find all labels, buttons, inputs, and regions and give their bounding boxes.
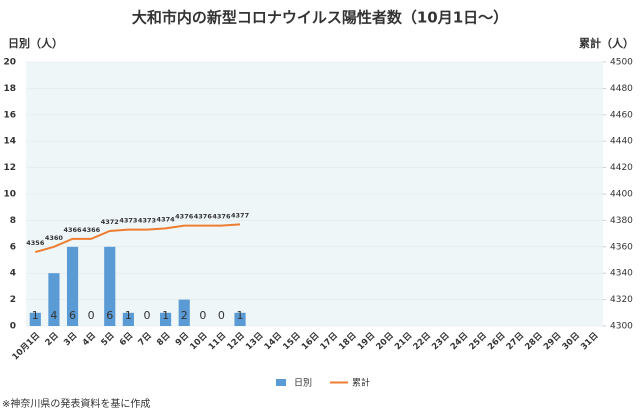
legend-swatch: [276, 379, 286, 386]
bar-label: 0: [88, 309, 95, 322]
y-tick-label: 14: [3, 137, 16, 147]
line-label: 4356: [26, 239, 45, 247]
line-label: 4376: [212, 213, 231, 221]
x-tick-label: 21日: [393, 331, 414, 352]
line-label: 4372: [101, 218, 119, 226]
line-label: 4373: [138, 217, 156, 225]
x-tick-label: 10日: [188, 331, 209, 352]
line-label: 4374: [157, 215, 176, 223]
y2-tick-label: 4340: [610, 269, 633, 279]
bar-label: 0: [218, 309, 225, 322]
y2-tick-label: 4400: [610, 190, 633, 200]
bar-label: 1: [32, 309, 39, 322]
y2-tick-label: 4300: [610, 322, 633, 332]
legend-label: 日別: [294, 378, 312, 389]
x-tick-label: 11日: [207, 331, 228, 352]
x-tick-label: 25日: [467, 331, 488, 352]
x-tick-label: 30日: [561, 331, 582, 352]
x-tick-label: 3日: [62, 331, 79, 348]
bar: [178, 299, 190, 326]
bar: [234, 312, 246, 326]
y-axis-label: 日別（人）: [8, 36, 63, 50]
x-tick-label: 19日: [356, 331, 377, 352]
bar: [29, 312, 41, 326]
x-tick-label: 14日: [263, 331, 284, 352]
y2-tick-label: 4480: [610, 84, 633, 94]
bar-label: 2: [181, 309, 188, 322]
y2-tick-label: 4420: [610, 163, 633, 173]
y2-axis-label: 累計（人）: [579, 36, 634, 50]
bar-label: 6: [69, 309, 76, 322]
x-tick-label: 20日: [374, 331, 395, 352]
bar-label: 1: [237, 309, 244, 322]
y2-tick-label: 4460: [610, 110, 633, 120]
y-tick-label: 8: [10, 216, 16, 226]
bar: [66, 246, 79, 326]
y-tick-label: 16: [3, 110, 16, 120]
x-tick-label: 24日: [449, 331, 470, 352]
chart-title: 大和市内の新型コロナウイルス陽性者数（10月1日～）: [132, 9, 508, 27]
bar: [122, 312, 134, 326]
x-tick-label: 7日: [137, 331, 154, 348]
y-tick-label: 2: [10, 295, 16, 305]
x-tick-label: 13日: [244, 331, 265, 352]
y-tick-label: 6: [10, 242, 16, 252]
bar-label: 1: [162, 309, 169, 322]
bar-label: 0: [199, 309, 206, 322]
line: [35, 223, 241, 254]
bar-label: 0: [143, 309, 150, 322]
y-tick-label: 12: [3, 163, 16, 173]
line-label: 4360: [45, 234, 64, 242]
bar: [104, 246, 116, 326]
x-tick-label: 31日: [579, 331, 600, 352]
line-label: 4366: [82, 226, 101, 234]
legend-label: 累計: [352, 377, 370, 389]
x-tick-label: 4日: [81, 331, 98, 348]
x-tick-label: 22日: [412, 331, 433, 352]
line-label: 4376: [194, 213, 213, 221]
line-label: 4366: [63, 226, 82, 234]
line-label: 4373: [119, 217, 137, 225]
x-tick-label: 27日: [505, 331, 526, 352]
y-tick-label: 20: [3, 58, 16, 68]
x-tick-label: 5日: [99, 331, 116, 348]
bar: [160, 312, 172, 326]
y2-tick-label: 4320: [610, 295, 633, 305]
bar-label: 1: [125, 309, 132, 322]
x-tick-label: 2日: [44, 331, 61, 348]
x-tick-label: 8日: [155, 331, 172, 348]
bar-label: 4: [50, 309, 57, 322]
x-tick-label: 28日: [523, 331, 544, 352]
y2-tick-label: 4500: [610, 58, 633, 68]
x-tick-label: 10月1日: [11, 331, 43, 363]
y-tick-label: 18: [3, 84, 16, 94]
x-tick-label: 18日: [337, 331, 358, 352]
x-tick-label: 6日: [118, 331, 135, 348]
line-label: 4377: [231, 211, 249, 219]
y-tick-label: 4: [10, 269, 16, 279]
x-tick-label: 16日: [300, 331, 321, 352]
y-tick-label: 10: [3, 190, 16, 200]
x-tick-label: 12日: [225, 331, 246, 352]
x-tick-label: 17日: [319, 331, 340, 352]
x-tick-label: 29日: [542, 331, 563, 352]
x-tick-label: 15日: [281, 331, 302, 352]
y2-tick-label: 4360: [610, 242, 633, 252]
line-label: 4376: [175, 213, 194, 221]
y2-tick-label: 4380: [610, 216, 633, 226]
footnote: ※神奈川県の発表資料を基に作成: [2, 397, 150, 410]
x-tick-label: 26日: [486, 331, 507, 352]
y-tick-label: 0: [10, 322, 16, 332]
x-tick-label: 23日: [430, 331, 451, 352]
bar-label: 6: [106, 309, 113, 322]
y2-tick-label: 4440: [610, 137, 633, 147]
bar: [48, 273, 60, 326]
